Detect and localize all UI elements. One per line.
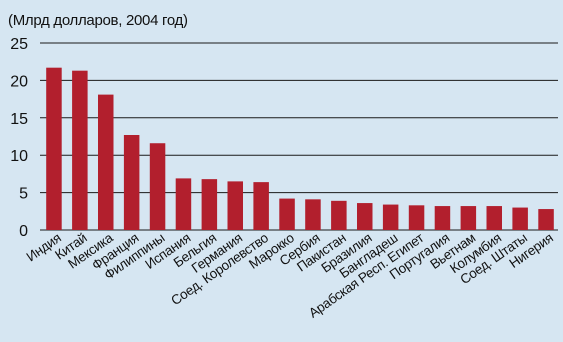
y-tick-label: 10: [10, 148, 28, 165]
unit-label: (Млрд долларов, 2004 год): [8, 12, 188, 29]
bar: [305, 199, 321, 230]
y-axis-ticks: 0 5 10 15 20 25: [10, 36, 28, 240]
y-tick-label: 20: [10, 73, 28, 90]
y-tick-label: 0: [19, 223, 28, 240]
bar: [331, 200, 347, 230]
bar: [460, 206, 477, 230]
bar: [149, 143, 166, 230]
bar: [279, 198, 295, 230]
bar: [227, 181, 243, 230]
bar: [253, 182, 269, 230]
bar: [72, 70, 88, 231]
y-tick-label: 25: [10, 36, 28, 53]
bar: [175, 178, 192, 230]
bar: [98, 94, 114, 230]
y-tick-label: 15: [10, 111, 28, 128]
bar: [382, 204, 399, 230]
bar: [434, 206, 451, 230]
bar: [201, 179, 218, 230]
bar: [46, 67, 62, 231]
bar: [408, 205, 425, 230]
bars: [46, 67, 554, 231]
bar: [486, 206, 502, 230]
bar: [512, 207, 528, 230]
y-tick-label: 5: [19, 186, 28, 203]
bar: [538, 209, 554, 230]
bar: [357, 203, 373, 230]
bar: [123, 135, 140, 230]
gridlines: [40, 42, 558, 231]
x-axis-labels: ИндияКитайМексикаФранцияФилиппиныИспания…: [24, 230, 556, 321]
